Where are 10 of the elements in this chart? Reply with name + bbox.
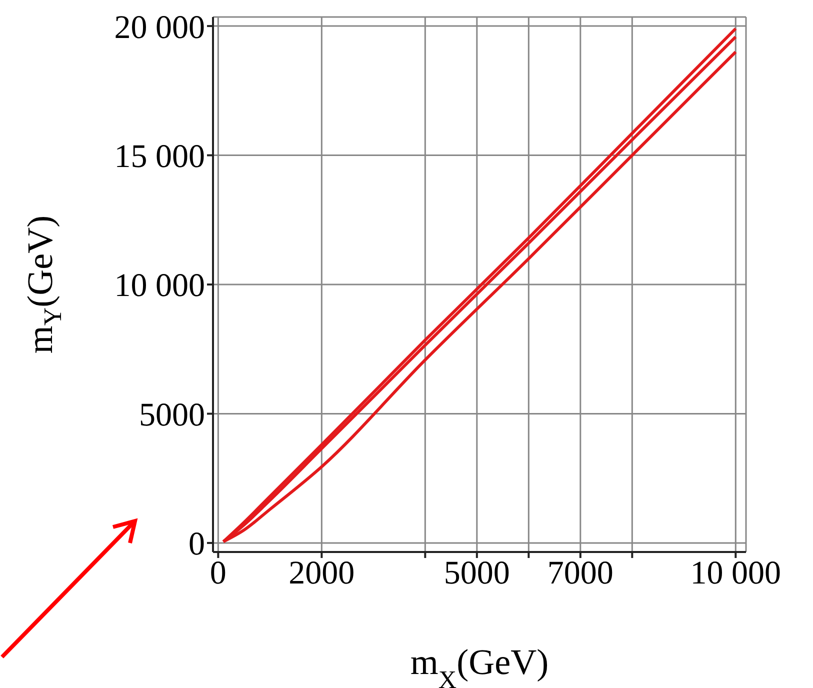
x-tick-label: 2000: [288, 555, 355, 592]
x-tick-label: 10 000: [690, 555, 782, 592]
x-axis-title: m$_{X}$(GeV): [410, 642, 549, 688]
y-tick-label: 10 000: [114, 268, 205, 304]
x-tick-label: 5000: [444, 555, 510, 592]
x-tick-label: 7000: [547, 555, 614, 592]
y-tick-label: 5000: [139, 397, 205, 434]
y-tick-label: 0: [188, 526, 205, 563]
y-tick-label: 20 000: [114, 10, 205, 46]
y-tick-label: 15 000: [114, 138, 205, 175]
